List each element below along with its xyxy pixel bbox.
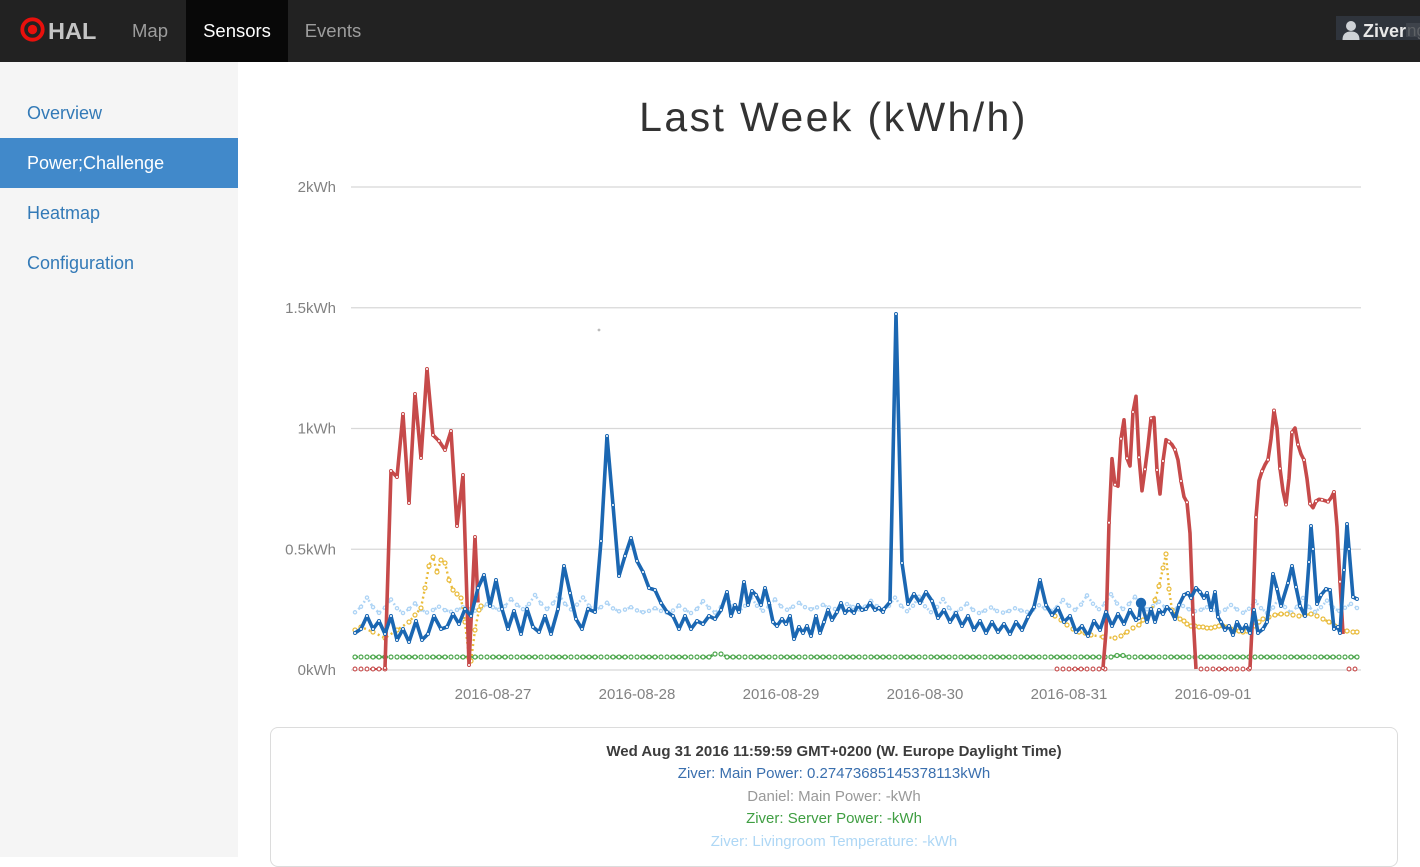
svg-text:2016-08-31: 2016-08-31 [1031, 686, 1108, 703]
svg-text:2016-08-30: 2016-08-30 [887, 686, 964, 703]
svg-text:2kWh: 2kWh [298, 179, 336, 196]
svg-text:0.5kWh: 0.5kWh [285, 541, 336, 558]
svg-text:0kWh: 0kWh [298, 662, 336, 679]
svg-text:2016-08-27: 2016-08-27 [455, 686, 532, 703]
svg-text:2016-09-01: 2016-09-01 [1175, 686, 1252, 703]
svg-text:1.5kWh: 1.5kWh [285, 300, 336, 317]
svg-text:1kWh: 1kWh [298, 421, 336, 438]
svg-text:2016-08-28: 2016-08-28 [599, 686, 676, 703]
svg-text:2016-08-29: 2016-08-29 [743, 686, 820, 703]
